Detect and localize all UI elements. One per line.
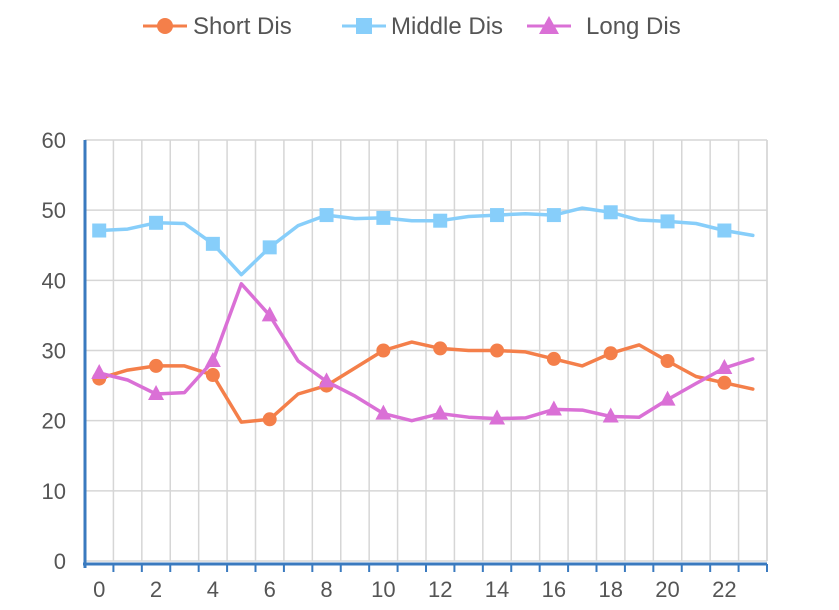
data-point-middle-dis[interactable] — [149, 215, 164, 230]
data-point-short-dis[interactable] — [603, 346, 618, 361]
data-point-middle-dis[interactable] — [717, 223, 732, 238]
data-point-long-dis[interactable] — [659, 390, 676, 406]
data-point-middle-dis[interactable] — [92, 223, 107, 238]
data-point-middle-dis[interactable] — [546, 208, 561, 223]
axes: 0 10 20 30 40 50 60 0 2 4 6 8 10 12 14 16 18 20 22 — [42, 128, 768, 602]
data-point-short-dis[interactable] — [433, 341, 448, 356]
x-tick-label: 10 — [371, 577, 395, 602]
series-middle-dis — [92, 205, 755, 277]
data-point-long-dis[interactable] — [432, 404, 449, 420]
legend-item-long-dis[interactable]: Long Dis — [527, 13, 681, 40]
y-tick-label: 50 — [42, 198, 66, 223]
data-point-short-dis[interactable] — [205, 368, 220, 383]
data-point-long-dis[interactable] — [148, 385, 165, 401]
y-tick-label: 0 — [54, 549, 66, 574]
data-point-middle-dis[interactable] — [205, 236, 220, 251]
data-point-long-dis[interactable] — [602, 407, 619, 423]
legend-item-short-dis[interactable]: Short Dis — [143, 13, 292, 40]
x-tick-label: 14 — [485, 577, 509, 602]
data-point-middle-dis[interactable] — [490, 208, 505, 223]
y-tick-label: 30 — [42, 339, 66, 364]
legend-item-middle-dis[interactable]: Middle Dis — [342, 13, 503, 40]
legend: Short Dis Middle Dis Long Dis — [143, 13, 681, 40]
legend-label-long-dis: Long Dis — [586, 13, 681, 40]
data-point-middle-dis[interactable] — [433, 213, 448, 228]
data-point-middle-dis[interactable] — [319, 208, 334, 223]
x-tick-label: 8 — [320, 577, 332, 602]
x-tick-label: 16 — [542, 577, 566, 602]
legend-marker-long-dis — [539, 16, 559, 34]
data-point-long-dis[interactable] — [489, 409, 506, 425]
series-long-dis — [91, 282, 755, 425]
data-point-short-dis[interactable] — [262, 412, 277, 427]
y-tick-label: 60 — [42, 128, 66, 153]
x-tick-label: 2 — [150, 577, 162, 602]
x-tick-label: 12 — [428, 577, 452, 602]
data-point-long-dis[interactable] — [318, 372, 335, 388]
legend-marker-middle-dis — [356, 18, 372, 34]
x-tick-label: 0 — [93, 577, 105, 602]
x-tick-label: 20 — [655, 577, 679, 602]
y-tick-label: 40 — [42, 268, 66, 293]
y-tick-label: 20 — [42, 409, 66, 434]
data-point-middle-dis[interactable] — [603, 205, 618, 220]
x-tick-label: 4 — [207, 577, 219, 602]
data-point-long-dis[interactable] — [716, 359, 733, 375]
data-point-short-dis[interactable] — [149, 358, 164, 373]
x-tick-label: 22 — [712, 577, 736, 602]
data-point-short-dis[interactable] — [660, 354, 675, 369]
legend-label-middle-dis: Middle Dis — [391, 13, 503, 40]
legend-marker-short-dis — [157, 18, 173, 34]
data-point-short-dis[interactable] — [490, 343, 505, 358]
data-point-middle-dis[interactable] — [376, 210, 391, 225]
data-point-long-dis[interactable] — [204, 352, 221, 368]
series-layer — [91, 205, 755, 427]
data-point-long-dis[interactable] — [545, 400, 562, 416]
data-point-short-dis[interactable] — [717, 375, 732, 390]
data-point-middle-dis[interactable] — [262, 240, 277, 255]
data-point-short-dis[interactable] — [546, 351, 561, 366]
data-point-long-dis[interactable] — [91, 363, 108, 379]
x-tick-label: 18 — [598, 577, 622, 602]
data-point-middle-dis[interactable] — [660, 214, 675, 229]
grid — [85, 139, 768, 562]
x-tick-label: 6 — [264, 577, 276, 602]
data-point-long-dis[interactable] — [261, 306, 278, 322]
data-point-short-dis[interactable] — [376, 343, 391, 358]
legend-label-short-dis: Short Dis — [193, 13, 292, 40]
data-point-long-dis[interactable] — [375, 404, 392, 420]
y-tick-label: 10 — [42, 479, 66, 504]
